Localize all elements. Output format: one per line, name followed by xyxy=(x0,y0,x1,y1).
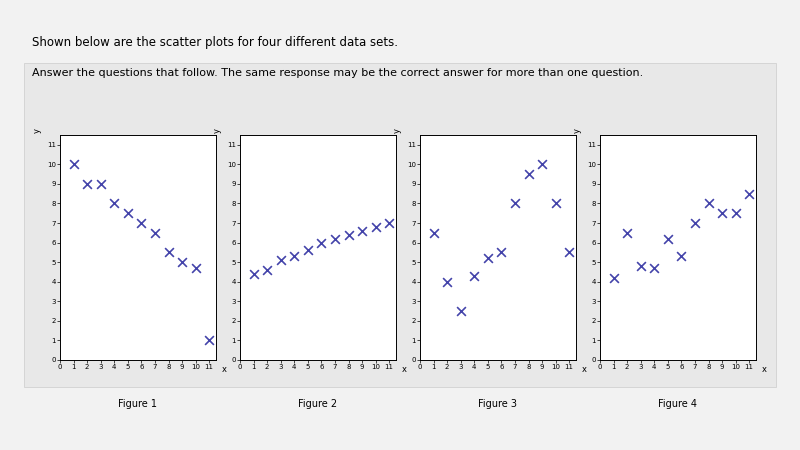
Y-axis label: y: y xyxy=(212,128,222,133)
Point xyxy=(634,262,647,270)
Point xyxy=(621,229,634,236)
Title: Figure 4: Figure 4 xyxy=(658,399,698,409)
Text: Answer the questions that follow. The same response may be the correct answer fo: Answer the questions that follow. The sa… xyxy=(32,68,643,77)
Point xyxy=(342,231,355,239)
Point xyxy=(81,180,94,188)
X-axis label: x: x xyxy=(582,364,586,373)
Point xyxy=(149,229,162,236)
X-axis label: x: x xyxy=(222,364,226,373)
Point xyxy=(730,210,742,217)
Y-axis label: y: y xyxy=(572,128,582,133)
Point xyxy=(522,171,535,178)
Point xyxy=(135,220,148,227)
Point xyxy=(468,272,481,279)
Point xyxy=(454,307,467,315)
Point xyxy=(648,265,661,272)
Point xyxy=(67,161,80,168)
Point xyxy=(261,266,274,274)
X-axis label: x: x xyxy=(762,364,766,373)
Text: Shown below are the scatter plots for four different data sets.: Shown below are the scatter plots for fo… xyxy=(32,36,398,49)
Point xyxy=(743,190,756,197)
Point xyxy=(563,249,576,256)
Point xyxy=(315,239,328,246)
Point xyxy=(662,235,674,242)
Point xyxy=(329,235,342,242)
Point xyxy=(356,227,369,234)
Point xyxy=(370,223,382,230)
Y-axis label: y: y xyxy=(392,128,402,133)
Point xyxy=(441,278,454,285)
Point xyxy=(689,220,702,227)
Point xyxy=(94,180,107,188)
Point xyxy=(190,265,202,272)
Point xyxy=(427,229,440,236)
Title: Figure 1: Figure 1 xyxy=(118,399,158,409)
Point xyxy=(122,210,134,217)
Point xyxy=(274,256,287,264)
Y-axis label: y: y xyxy=(32,128,42,133)
Title: Figure 3: Figure 3 xyxy=(478,399,518,409)
Point xyxy=(176,259,189,266)
Point xyxy=(675,253,688,260)
Point xyxy=(203,337,216,344)
Point xyxy=(108,200,121,207)
Point xyxy=(162,249,175,256)
Point xyxy=(509,200,522,207)
Title: Figure 2: Figure 2 xyxy=(298,399,338,409)
Point xyxy=(288,253,301,260)
Point xyxy=(383,220,396,227)
X-axis label: x: x xyxy=(402,364,406,373)
Point xyxy=(716,210,729,217)
Point xyxy=(550,200,562,207)
Point xyxy=(536,161,549,168)
Point xyxy=(302,247,314,254)
Point xyxy=(702,200,715,207)
Point xyxy=(607,274,620,281)
Point xyxy=(482,255,494,262)
Point xyxy=(247,270,260,278)
Point xyxy=(495,249,508,256)
